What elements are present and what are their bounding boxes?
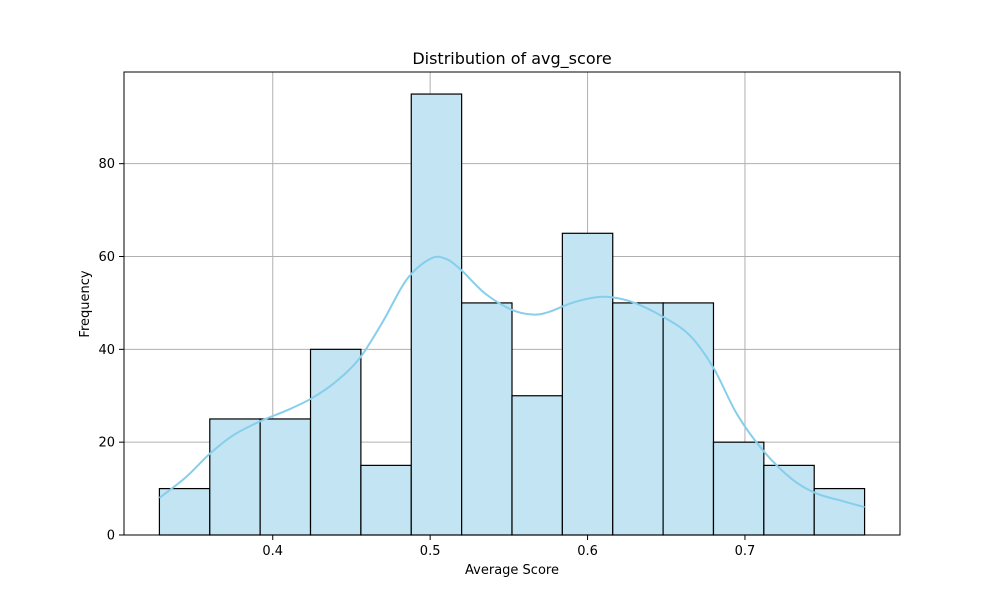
- histogram-bar-2: [209, 418, 261, 536]
- y-tick-label: 60: [98, 250, 115, 265]
- y-tick-label: 0: [107, 529, 115, 544]
- y-tick-label: 20: [98, 436, 115, 451]
- y-tick-label: 80: [98, 157, 115, 172]
- histogram-bar-12: [712, 441, 765, 536]
- x-tick-label: 0.7: [735, 544, 756, 559]
- histogram-bar-3: [259, 418, 312, 536]
- kde-curve: [158, 255, 865, 509]
- y-axis-ticks: 0 20 40 60 80: [98, 157, 124, 544]
- plot-area-frame: [123, 71, 901, 536]
- x-axis-label: Average Score: [465, 563, 559, 578]
- histogram-bar-11: [662, 302, 715, 536]
- histogram-bar-9: [561, 232, 614, 536]
- histogram-bar-7: [461, 302, 513, 536]
- histogram-bar-6: [410, 93, 463, 536]
- x-tick-label: 0.5: [420, 544, 441, 559]
- histogram-bars: [158, 93, 866, 536]
- x-tick-label: 0.6: [577, 544, 598, 559]
- y-tick-label: 40: [98, 343, 115, 358]
- x-tick-label: 0.4: [262, 544, 283, 559]
- histogram-bar-5: [360, 464, 412, 536]
- y-axis-label: Frequency: [78, 270, 93, 337]
- chart-title: Distribution of avg_score: [412, 49, 611, 69]
- histogram-bar-1: [158, 487, 211, 536]
- histogram-bar-10: [612, 302, 664, 536]
- x-axis-ticks: 0.4 0.5 0.6 0.7: [262, 535, 755, 559]
- histogram-bar-4: [309, 348, 362, 536]
- histogram-bar-8: [511, 395, 563, 536]
